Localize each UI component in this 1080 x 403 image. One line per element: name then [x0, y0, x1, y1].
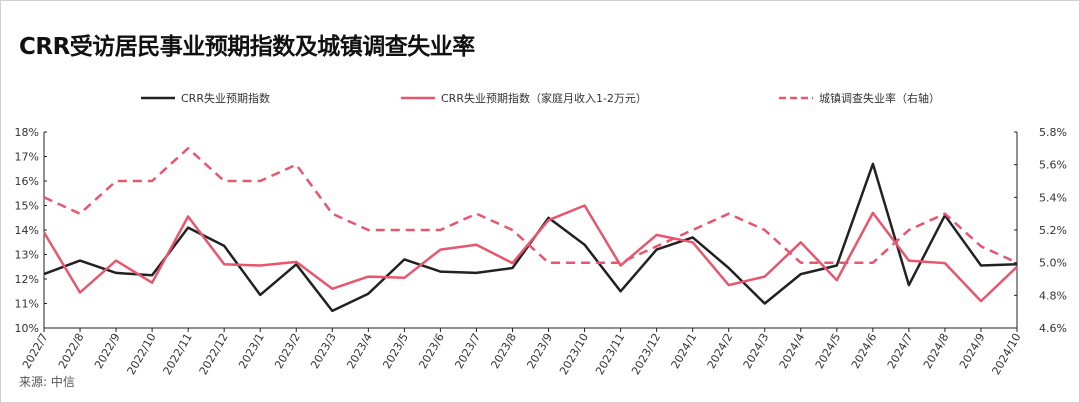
x-tick-label: 2024/9	[957, 331, 988, 371]
x-tick-label: 2024/7	[885, 331, 916, 371]
left-tick-label: 15%	[15, 200, 39, 213]
x-tick-label: 2023/3	[308, 331, 339, 371]
x-tick-label: 2024/1	[669, 331, 700, 371]
x-tick-label: 2022/12	[197, 331, 231, 377]
x-tick-label: 2022/9	[92, 331, 123, 371]
left-tick-label: 18%	[15, 126, 39, 139]
x-tick-label: 2022/10	[125, 331, 159, 377]
left-tick-label: 16%	[15, 175, 39, 188]
x-tick-label: 2024/8	[921, 331, 952, 371]
chart-title: CRR受访居民事业预期指数及城镇调查失业率	[19, 34, 475, 60]
x-tick-label: 2023/12	[629, 331, 663, 377]
x-tick-label: 2024/4	[777, 331, 808, 371]
x-tick-label: 2022/7	[20, 331, 51, 371]
source-note: 来源: 中信	[19, 375, 75, 389]
x-tick-label: 2024/3	[741, 331, 772, 371]
right-tick-label: 5.2%	[1039, 224, 1067, 237]
x-tick-label: 2024/2	[705, 331, 736, 371]
x-tick-label: 2023/8	[488, 331, 519, 371]
right-tick-label: 5.4%	[1039, 191, 1067, 204]
series-line-2	[43, 147, 1018, 264]
series-line-1	[42, 204, 1018, 303]
legend-label-1: CRR失业预期指数（家庭月收入1-2万元）	[441, 91, 647, 105]
x-tick-label: 2023/2	[272, 331, 303, 371]
x-tick-label: 2023/4	[344, 331, 375, 371]
left-tick-label: 14%	[15, 224, 39, 237]
x-tick-label: 2023/11	[593, 331, 627, 377]
x-tick-label: 2023/7	[452, 331, 483, 371]
left-tick-label: 13%	[15, 249, 39, 262]
left-tick-label: 11%	[15, 298, 39, 311]
right-tick-label: 4.8%	[1039, 289, 1067, 302]
x-tick-label: 2023/6	[416, 331, 447, 371]
x-tick-label: 2024/6	[849, 331, 880, 371]
x-tick-label: 2023/5	[380, 331, 411, 371]
right-tick-label: 5.8%	[1039, 126, 1067, 139]
x-tick-label: 2022/11	[161, 331, 195, 377]
right-tick-label: 4.6%	[1039, 322, 1067, 335]
series-line-0	[43, 162, 1018, 313]
left-tick-label: 17%	[15, 151, 39, 164]
right-tick-label: 5.0%	[1039, 257, 1067, 270]
legend-label-0: CRR失业预期指数	[181, 91, 270, 105]
x-tick-label: 2022/8	[56, 331, 87, 371]
x-tick-label: 2024/5	[813, 331, 844, 371]
x-tick-label: 2023/10	[557, 331, 591, 377]
left-tick-label: 10%	[15, 322, 39, 335]
right-tick-label: 5.6%	[1039, 159, 1067, 172]
x-tick-label: 2023/1	[236, 331, 267, 371]
x-tick-label: 2024/10	[989, 331, 1023, 377]
x-tick-label: 2023/9	[525, 331, 556, 371]
legend-label-2: 城镇调查失业率（右轴）	[819, 91, 940, 105]
left-tick-label: 12%	[15, 273, 39, 286]
